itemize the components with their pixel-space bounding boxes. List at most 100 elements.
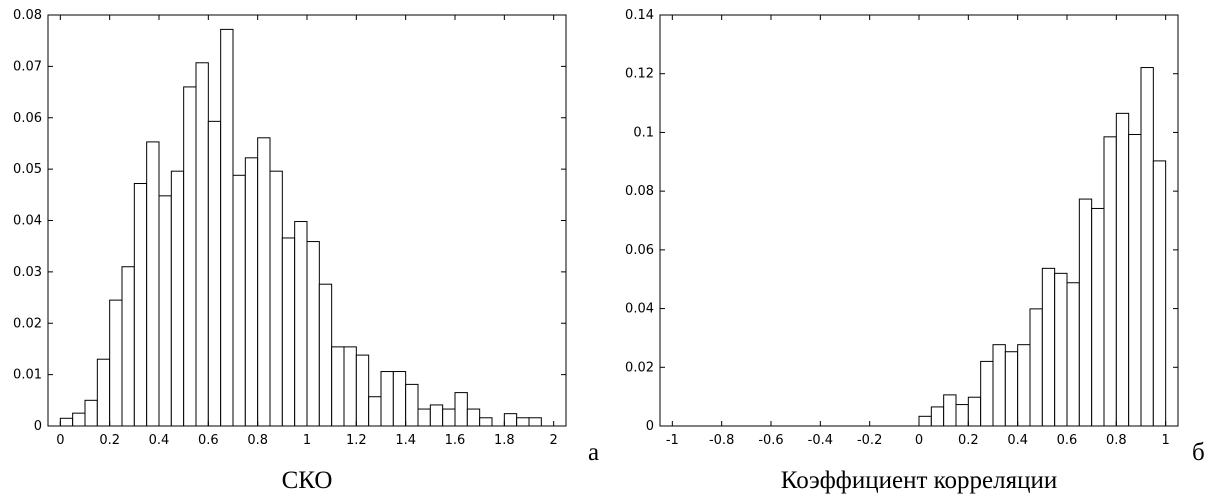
histogram-bar xyxy=(918,415,932,427)
x-tick-label: 2 xyxy=(550,433,558,448)
histogram-bar xyxy=(257,137,271,427)
histogram-bar xyxy=(980,360,994,427)
histogram-bar xyxy=(1054,272,1068,427)
histogram-bar xyxy=(170,170,185,427)
histogram-bar xyxy=(121,266,135,427)
histogram-bar xyxy=(503,413,518,427)
x-tick-label: 0.8 xyxy=(1106,433,1127,448)
histogram-bar xyxy=(343,346,357,427)
y-tick-label: 0.05 xyxy=(13,162,42,177)
histogram-bar xyxy=(294,221,308,427)
histogram-bar xyxy=(318,283,333,427)
histogram-bar xyxy=(1017,344,1031,427)
y-tick-label: 0.01 xyxy=(13,368,42,383)
y-tick-label: 0.08 xyxy=(625,184,654,199)
y-tick-label: 0 xyxy=(34,419,42,434)
y-tick-label: 0.03 xyxy=(13,265,42,280)
histogram-bar xyxy=(244,157,259,427)
histogram-sko: 0 0.01 0.02 0.03 0.04 0.05 0.06 0.07 0.08 0 0.2 0.4… xyxy=(13,8,599,494)
histogram-bar xyxy=(454,392,468,427)
panel-label: б xyxy=(1192,439,1205,466)
x-tick-label: 0.4 xyxy=(149,433,170,448)
histogram-bar xyxy=(1128,133,1142,427)
histogram-bar xyxy=(417,408,431,427)
y-tick-label: 0.04 xyxy=(625,302,654,317)
x-tick-label: -0.8 xyxy=(709,433,734,448)
histogram-bar xyxy=(269,170,283,427)
x-axis-label: СКО xyxy=(282,467,333,494)
x-tick-label: -1 xyxy=(666,433,679,448)
x-tick-label: 0.6 xyxy=(198,433,219,448)
histogram-bar xyxy=(355,354,370,427)
histogram-bar xyxy=(943,394,957,427)
histogram-bar xyxy=(1103,136,1117,427)
histogram-bar xyxy=(955,404,969,427)
histogram-bar xyxy=(59,417,74,427)
histogram-bar xyxy=(380,371,394,427)
histogram-bar xyxy=(930,406,945,427)
histogram-bar xyxy=(96,358,111,427)
histogram-bar xyxy=(183,86,197,427)
panel-label: а xyxy=(588,439,599,466)
histogram-bar xyxy=(1091,207,1105,427)
histogram-bar xyxy=(133,183,148,427)
x-tick-label: 0.4 xyxy=(1007,433,1028,448)
histogram-bar xyxy=(466,408,481,427)
x-tick-label: -0.4 xyxy=(808,433,833,448)
x-tick-label: 0.2 xyxy=(958,433,979,448)
histogram-bar xyxy=(158,195,172,427)
x-tick-label: 0 xyxy=(915,433,923,448)
y-tick-label: 0.02 xyxy=(625,360,654,375)
histogram-bar xyxy=(220,28,234,427)
x-tick-label: 1 xyxy=(1162,433,1170,448)
histogram-bar xyxy=(967,396,982,427)
histogram-bar xyxy=(1029,308,1043,427)
histogram-bar xyxy=(195,62,209,427)
histogram-bar xyxy=(1115,112,1130,427)
x-tick-label: -0.6 xyxy=(758,433,783,448)
y-tick-label: 0.06 xyxy=(625,243,654,258)
x-tick-label: 0 xyxy=(56,433,64,448)
y-tick-label: 0.04 xyxy=(13,214,42,229)
histogram-bar xyxy=(146,141,160,427)
y-tick-label: 0.07 xyxy=(13,59,42,74)
x-tick-label: 0.2 xyxy=(99,433,120,448)
x-tick-label: 0.6 xyxy=(1057,433,1078,448)
histogram-bar xyxy=(72,412,86,427)
x-tick-label: 1.2 xyxy=(346,433,367,448)
histogram-bar xyxy=(1078,198,1093,427)
histogram-bar xyxy=(306,241,320,427)
histogram-correlation: 0 0.02 0.04 0.06 0.08 0.1 0.12 0.14 -1 -0.8 -0.6 -0… xyxy=(625,8,1205,494)
x-axis-label: Коэффициент корреляции xyxy=(781,467,1057,494)
histogram-bar xyxy=(442,408,456,427)
histogram-bar xyxy=(392,371,407,427)
y-tick-label: 0.08 xyxy=(13,8,42,23)
histogram-bar xyxy=(1066,282,1080,427)
y-tick-label: 0.12 xyxy=(625,67,654,82)
histogram-bar xyxy=(331,346,345,427)
x-tick-label: 1.6 xyxy=(445,433,466,448)
histogram-bar xyxy=(1041,267,1056,427)
y-tick-label: 0.14 xyxy=(625,8,654,23)
histogram-bar xyxy=(1140,67,1154,427)
y-tick-label: 0.06 xyxy=(13,111,42,126)
histogram-bar xyxy=(528,417,542,427)
histogram-bar xyxy=(1152,160,1167,427)
histogram-bar xyxy=(368,396,382,427)
histogram-bar xyxy=(207,120,222,427)
x-tick-label: 1 xyxy=(303,433,311,448)
histogram-bar xyxy=(1004,351,1019,427)
histogram-bar xyxy=(84,399,98,427)
x-tick-label: 1.4 xyxy=(395,433,416,448)
histogram-bar xyxy=(516,417,530,427)
histogram-bar xyxy=(405,383,419,427)
y-tick-label: 0 xyxy=(646,419,654,434)
histogram-bar xyxy=(109,299,123,427)
histogram-bar xyxy=(429,404,444,427)
y-tick-label: 0.02 xyxy=(13,316,42,331)
histogram-bar xyxy=(232,174,246,427)
x-tick-label: -0.2 xyxy=(857,433,882,448)
x-tick-label: 0.8 xyxy=(247,433,268,448)
x-tick-label: 1.8 xyxy=(494,433,515,448)
